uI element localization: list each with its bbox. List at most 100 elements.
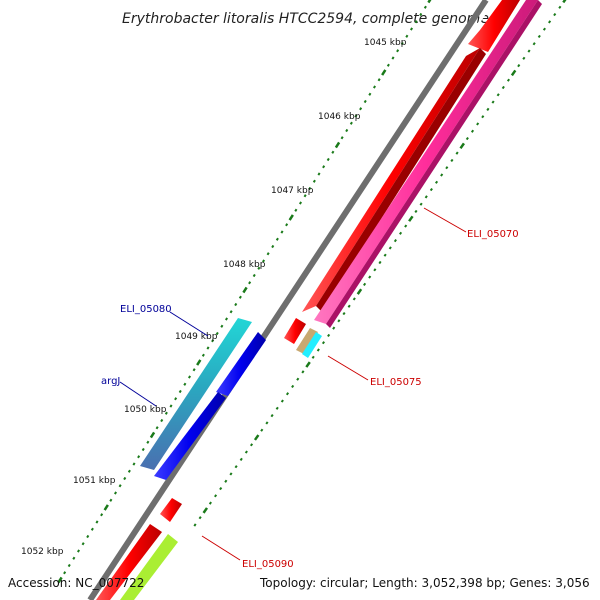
gene-ELI_05070-pink[interactable] — [314, 0, 538, 324]
scale-tick — [95, 520, 99, 524]
scale-tick — [229, 310, 233, 314]
scale-tick — [542, 27, 546, 31]
scale-tick — [270, 414, 274, 418]
gene-ELI_05090-red[interactable] — [96, 524, 162, 600]
gene-ELI_05080-argJ[interactable] — [140, 318, 252, 470]
gene-tan[interactable] — [296, 328, 318, 354]
scale-tick — [356, 288, 363, 295]
scale-tick — [275, 406, 279, 410]
scale-tick — [378, 260, 382, 265]
scale-tick — [405, 34, 409, 38]
scale-tick — [481, 115, 485, 119]
scale-tick — [553, 12, 557, 17]
scale-tick — [429, 187, 433, 192]
scale-tick — [327, 333, 331, 338]
scale-tick — [349, 121, 353, 125]
gene-ELI_05070-red[interactable] — [302, 48, 480, 312]
scale-tick — [206, 346, 210, 350]
scale-tick — [146, 440, 150, 444]
label-ELI_05075[interactable]: ELI_05075 — [370, 377, 422, 388]
scale-tick — [248, 281, 252, 285]
scale-tick — [537, 34, 541, 39]
scale-tick — [178, 389, 182, 394]
tick-label-1049: 1049 kbp — [175, 332, 218, 342]
scale-tick — [548, 20, 552, 24]
label-ELI_05090[interactable]: ELI_05090 — [242, 559, 294, 570]
scale-tick — [164, 411, 168, 415]
label-argJ[interactable]: argJ — [101, 376, 120, 387]
scale-tick — [465, 136, 469, 141]
gene-cyan[interactable] — [302, 332, 322, 358]
scale-tick — [219, 486, 223, 491]
scale-tick — [63, 571, 67, 575]
scale-tick — [224, 317, 229, 321]
scale-tick — [532, 42, 536, 46]
scale-tick — [249, 443, 254, 447]
gene-top-red[interactable] — [468, 0, 520, 52]
label-ELI_05070[interactable]: ELI_05070 — [467, 229, 519, 240]
scale-tick — [337, 319, 341, 323]
scale-tick — [459, 142, 465, 150]
scale-tick — [352, 297, 356, 301]
scale-tick — [67, 563, 71, 568]
gene-ELI_05075-red[interactable] — [284, 318, 306, 344]
scale-tick — [208, 501, 212, 505]
scale-tick — [285, 392, 290, 396]
scale-tick — [399, 231, 403, 235]
accession-text: Accession: NC_007722 — [8, 576, 144, 590]
scale-tick — [316, 348, 320, 352]
scale-tick — [298, 201, 303, 205]
scale-tick — [86, 534, 90, 539]
scale-tick — [239, 457, 243, 461]
scale-tick — [383, 253, 387, 257]
scale-tick — [100, 513, 104, 517]
scale-tick — [214, 494, 218, 498]
gene-ELI_05090-red-small[interactable] — [160, 498, 182, 522]
scale-tick — [317, 172, 321, 176]
scale-tick — [342, 311, 346, 316]
scale-tick — [373, 268, 377, 272]
scale-tick — [455, 151, 459, 155]
scale-tick — [305, 361, 311, 368]
scale-tick — [261, 259, 266, 263]
scale-tick — [332, 326, 336, 330]
scale-tick — [155, 426, 159, 430]
scale-tick — [280, 399, 284, 403]
scale-tick — [391, 56, 395, 60]
tick-label-1050: 1050 kbp — [124, 405, 167, 415]
scale-tick — [244, 450, 248, 454]
scale-tick — [127, 469, 131, 473]
scale-tick — [252, 273, 256, 278]
gene-labels: ELI_05070 ELI_05075 ELI_05080 argJ ELI_0… — [101, 207, 519, 570]
scale-tick — [445, 166, 449, 170]
scale-tick — [386, 63, 390, 67]
scale-tick — [372, 85, 377, 89]
scale-tick — [368, 275, 372, 279]
scale-tick — [404, 224, 408, 228]
scale-tick — [174, 397, 178, 401]
genome-backbone — [87, 0, 495, 600]
label-ELI_05080[interactable]: ELI_05080 — [120, 304, 172, 315]
scale-tick — [81, 542, 85, 546]
scale-tick — [496, 93, 500, 97]
scale-tick — [311, 355, 315, 359]
scale-tick — [103, 504, 109, 511]
scale-tick — [196, 359, 202, 366]
scale-tick — [201, 353, 205, 357]
scale-tick — [354, 114, 358, 118]
scale-tick — [253, 434, 260, 441]
scale-tick — [340, 136, 344, 140]
scale-tick — [491, 100, 495, 104]
scale-tick — [294, 208, 298, 212]
forward-strand-genes — [96, 0, 542, 600]
scale-tick — [527, 49, 531, 53]
scale-tick — [434, 180, 439, 184]
scale-tick — [141, 447, 145, 452]
gene-argJ-blue[interactable] — [154, 392, 226, 480]
tick-label-1051: 1051 kbp — [73, 476, 116, 486]
gene-lime[interactable] — [120, 534, 178, 600]
scale-tick — [326, 157, 330, 162]
scale-tick — [229, 472, 233, 476]
gene-ELI_05080-blue[interactable] — [216, 332, 266, 396]
